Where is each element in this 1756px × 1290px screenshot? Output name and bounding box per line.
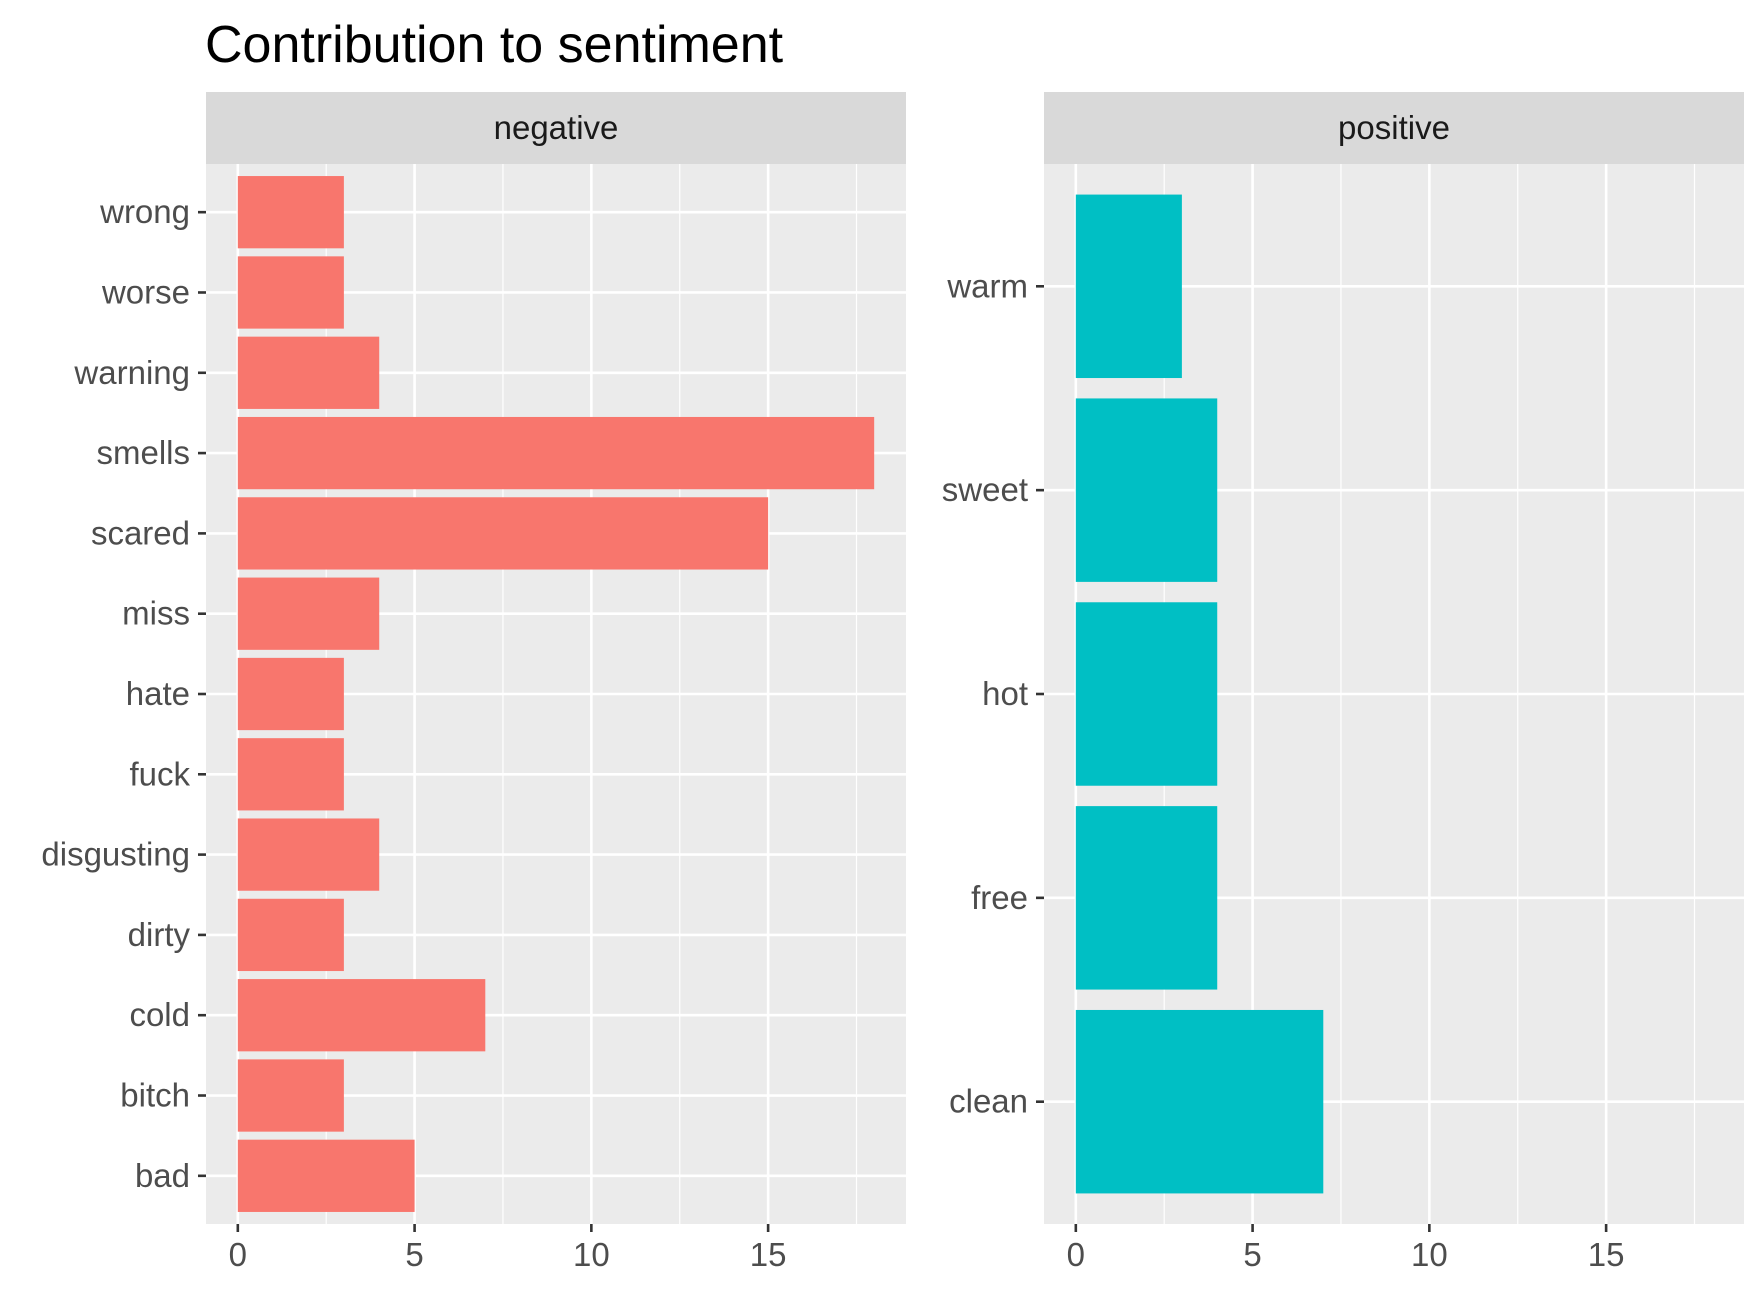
y-tick-label: fuck xyxy=(129,755,190,792)
x-tick-label: 15 xyxy=(750,1236,787,1273)
bar-wrong xyxy=(237,176,344,249)
x-tick-label: 10 xyxy=(573,1236,610,1273)
bar-smells xyxy=(237,416,875,490)
y-tick-label: hate xyxy=(126,675,190,712)
y-tick-label: clean xyxy=(949,1083,1028,1120)
y-tick-label: dirty xyxy=(128,916,191,953)
y-tick-label: warm xyxy=(946,267,1028,304)
facet-strip-positive xyxy=(1044,92,1744,164)
bar-warm xyxy=(1075,194,1182,379)
y-tick-label: hot xyxy=(982,675,1028,712)
y-tick-label: worse xyxy=(101,273,190,310)
bar-worse xyxy=(237,256,344,329)
bar-bitch xyxy=(237,1059,344,1132)
panel-negative: negative wrong worse warning smells scared mis… xyxy=(41,92,906,1273)
bar-scared xyxy=(237,497,769,570)
bar-disgusting xyxy=(237,818,380,891)
facet-strip-label: negative xyxy=(494,109,619,146)
bar-warning xyxy=(237,336,380,409)
facet-strip-negative xyxy=(206,92,906,164)
x-tick-label: 10 xyxy=(1411,1236,1448,1273)
y-tick-label: warning xyxy=(73,354,190,391)
y-tick-label: sweet xyxy=(942,471,1028,508)
y-tick-label: wrong xyxy=(99,193,190,230)
bar-fuck xyxy=(237,738,344,811)
bar-clean xyxy=(1075,1009,1324,1194)
y-tick-label: miss xyxy=(122,595,190,632)
y-tick-label: free xyxy=(971,879,1028,916)
bar-free xyxy=(1075,806,1218,990)
facet-panels: negative wrong worse warning smells scared mis… xyxy=(41,92,1744,1273)
y-tick-label: cold xyxy=(129,996,190,1033)
x-tick-label: 15 xyxy=(1588,1236,1625,1273)
bar-dirty xyxy=(237,898,344,972)
y-tick-label: bad xyxy=(135,1157,190,1194)
bar-bad xyxy=(237,1139,415,1212)
y-tick-label: bitch xyxy=(120,1077,190,1114)
x-tick-label: 5 xyxy=(405,1236,423,1273)
bar-sweet xyxy=(1075,398,1218,582)
bar-miss xyxy=(237,577,380,650)
facet-strip-label: positive xyxy=(1338,109,1450,146)
bar-cold xyxy=(237,979,486,1052)
x-tick-label: 0 xyxy=(1067,1236,1085,1273)
x-tick-label: 5 xyxy=(1243,1236,1261,1273)
chart-title: Contribution to sentiment xyxy=(205,16,784,74)
x-tick-label: 0 xyxy=(229,1236,247,1273)
y-tick-label: smells xyxy=(96,434,190,471)
bar-hate xyxy=(237,657,344,731)
panel-positive: positive warm sweet hot free clean 0 5 10 15 xyxy=(942,92,1744,1273)
y-tick-label: disgusting xyxy=(41,836,190,873)
y-tick-label: scared xyxy=(91,514,190,551)
bar-hot xyxy=(1075,602,1218,786)
